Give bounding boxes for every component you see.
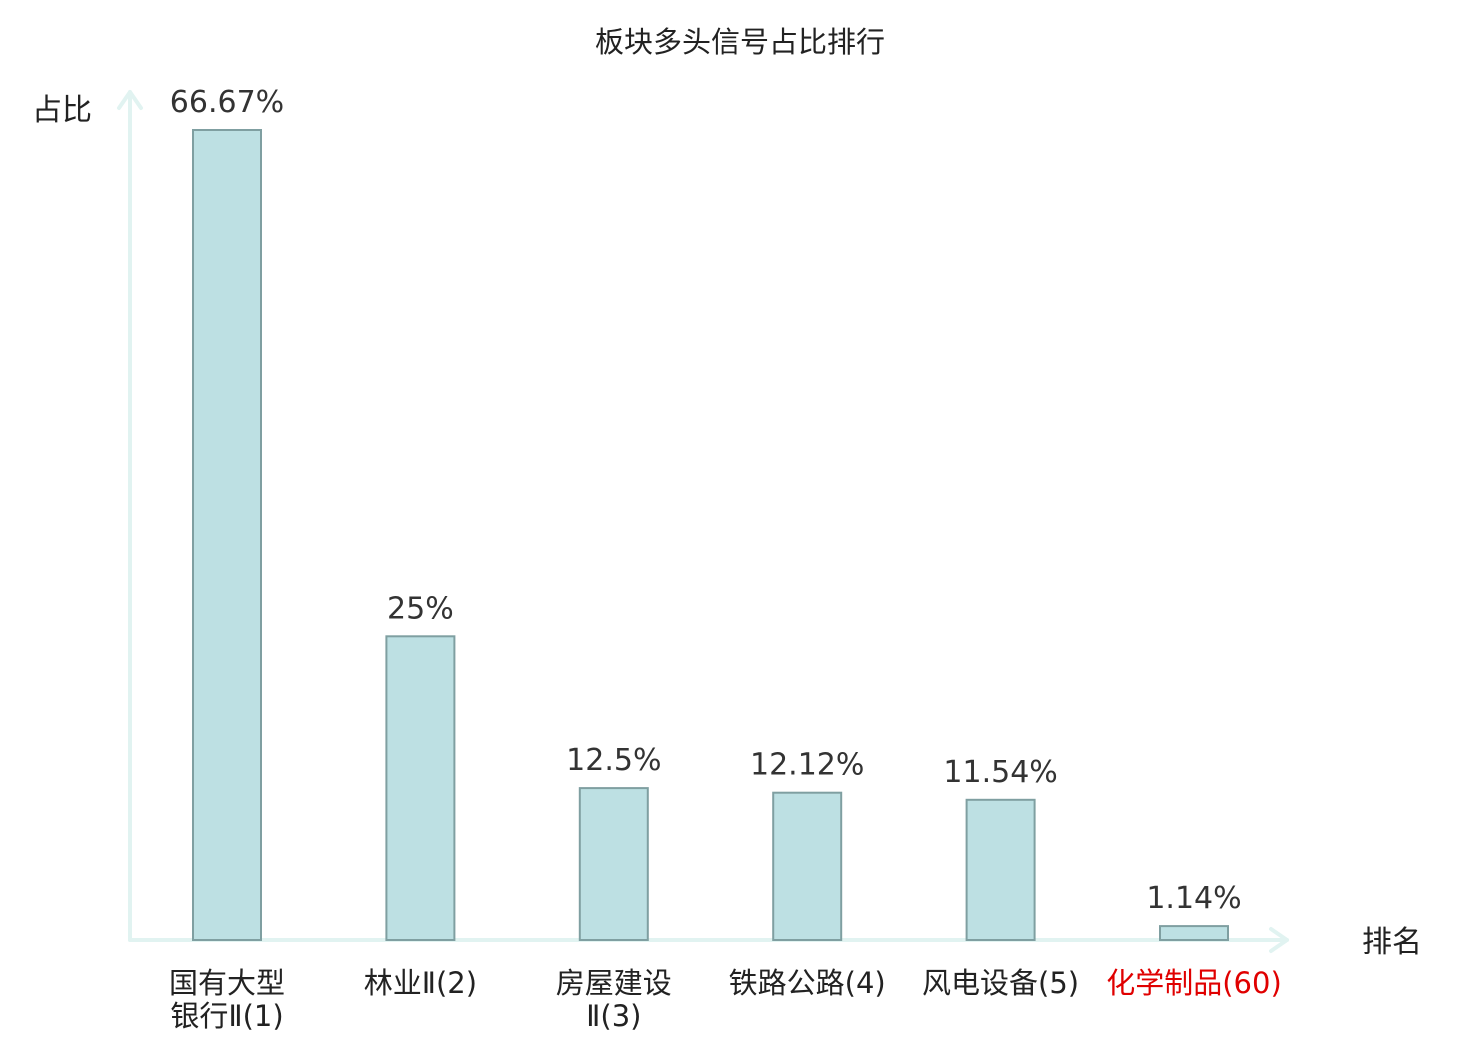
chart-title: 板块多头信号占比排行 — [595, 25, 885, 59]
category-label-3-line-2: Ⅱ(3) — [586, 999, 641, 1033]
bar-2 — [385, 635, 456, 941]
bar-1 — [192, 129, 262, 941]
bar-4 — [772, 791, 843, 942]
bar-6 — [1159, 925, 1229, 941]
value-label-2: 25% — [387, 591, 454, 626]
value-label-6: 1.14% — [1146, 881, 1241, 916]
category-label-4: 铁路公路(4) — [729, 966, 886, 1000]
value-label-5: 11.54% — [943, 755, 1057, 790]
y-axis-arrow-icon — [117, 90, 143, 110]
category-label-3-line-1: 房屋建设 — [556, 966, 672, 1000]
y-axis-label: 占比 — [32, 93, 92, 128]
value-label-3: 12.5% — [566, 743, 661, 778]
category-label-1-line-1: 国有大型 — [169, 966, 285, 1000]
category-label-2: 林业Ⅱ(2) — [364, 966, 477, 1000]
x-axis-arrow-icon — [1269, 927, 1289, 953]
value-label-1: 66.67% — [170, 85, 284, 120]
category-label-5: 风电设备(5) — [922, 966, 1079, 1000]
category-label-6: 化学制品(60) — [1106, 966, 1282, 1000]
value-label-4: 12.12% — [750, 748, 864, 783]
bar-5 — [965, 798, 1036, 941]
bar-3 — [578, 787, 649, 941]
category-label-1-line-2: 银行Ⅱ(1) — [170, 999, 283, 1033]
x-axis-label: 排名 — [1362, 925, 1422, 960]
value-labels-group: 66.67% 25% 12.5% 12.12% 11.54% 1.14% — [170, 85, 1242, 916]
axes — [117, 90, 1289, 953]
bars-group — [192, 129, 1229, 942]
